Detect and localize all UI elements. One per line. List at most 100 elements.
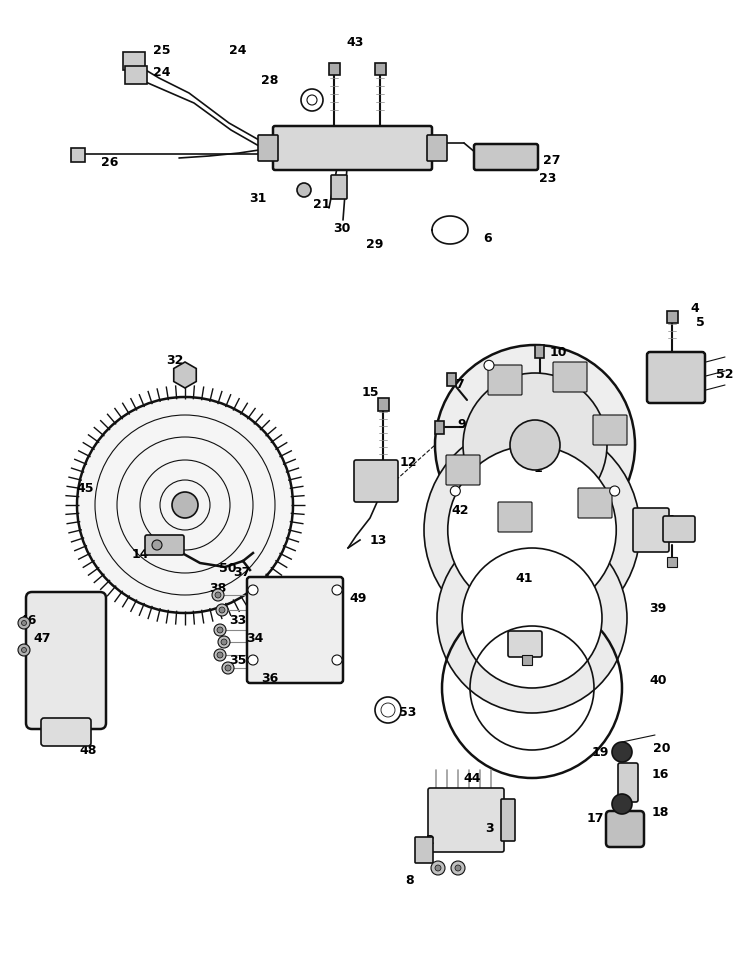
Text: 28: 28	[261, 73, 279, 87]
Circle shape	[18, 617, 30, 629]
Text: 42: 42	[452, 503, 469, 517]
FancyBboxPatch shape	[498, 502, 532, 532]
FancyBboxPatch shape	[508, 631, 542, 657]
FancyBboxPatch shape	[446, 455, 480, 485]
Text: 3: 3	[486, 822, 494, 835]
Bar	[667, 557, 677, 567]
Text: 10: 10	[549, 345, 567, 359]
Text: 13: 13	[369, 533, 387, 547]
Text: 37: 37	[233, 566, 250, 578]
FancyBboxPatch shape	[647, 352, 705, 403]
Bar	[123, 52, 145, 70]
Circle shape	[218, 636, 230, 648]
Bar	[667, 311, 678, 323]
Circle shape	[431, 861, 445, 875]
Text: 6: 6	[484, 231, 492, 245]
FancyBboxPatch shape	[474, 144, 538, 170]
Text: 52: 52	[716, 369, 734, 381]
Text: 50: 50	[219, 562, 237, 574]
Circle shape	[332, 585, 342, 595]
FancyBboxPatch shape	[41, 718, 91, 746]
Text: 48: 48	[80, 744, 97, 757]
Circle shape	[221, 639, 227, 645]
Text: 40: 40	[650, 674, 667, 686]
Circle shape	[248, 585, 258, 595]
Text: 45: 45	[76, 482, 94, 494]
FancyBboxPatch shape	[606, 811, 644, 847]
FancyBboxPatch shape	[633, 508, 669, 552]
Circle shape	[212, 589, 224, 601]
Bar	[535, 345, 544, 358]
Circle shape	[424, 422, 640, 638]
FancyBboxPatch shape	[415, 837, 433, 863]
Text: 7: 7	[647, 538, 656, 552]
Circle shape	[448, 446, 616, 614]
FancyBboxPatch shape	[26, 592, 106, 729]
Circle shape	[435, 345, 635, 545]
Circle shape	[297, 183, 311, 197]
Text: 44: 44	[464, 771, 481, 785]
FancyBboxPatch shape	[258, 135, 278, 161]
Circle shape	[216, 604, 228, 616]
FancyBboxPatch shape	[428, 788, 504, 852]
Bar	[435, 421, 444, 434]
Text: 4: 4	[691, 301, 699, 315]
Text: 21: 21	[314, 199, 331, 212]
Text: 18: 18	[651, 805, 669, 818]
Text: 2: 2	[426, 834, 434, 846]
Circle shape	[248, 655, 258, 665]
FancyBboxPatch shape	[663, 516, 695, 542]
FancyBboxPatch shape	[273, 126, 432, 170]
FancyBboxPatch shape	[578, 488, 612, 518]
Text: 1: 1	[534, 461, 542, 475]
FancyBboxPatch shape	[145, 535, 184, 555]
Circle shape	[214, 649, 226, 661]
Circle shape	[435, 865, 441, 871]
Bar	[378, 398, 389, 411]
FancyBboxPatch shape	[593, 415, 627, 445]
Text: 38: 38	[209, 581, 226, 595]
Bar	[522, 655, 532, 665]
Circle shape	[172, 492, 198, 518]
Text: 41: 41	[515, 571, 532, 584]
Text: 20: 20	[653, 742, 670, 755]
Circle shape	[152, 540, 162, 550]
Circle shape	[510, 420, 560, 470]
Text: 26: 26	[101, 155, 118, 169]
Circle shape	[22, 620, 26, 626]
Circle shape	[612, 742, 632, 762]
Text: 8: 8	[406, 874, 414, 886]
Text: 49: 49	[350, 592, 367, 604]
Circle shape	[215, 592, 221, 598]
Text: 22: 22	[482, 141, 499, 154]
Bar	[375, 63, 386, 75]
Circle shape	[18, 644, 30, 656]
Text: 24: 24	[153, 65, 171, 79]
Circle shape	[437, 523, 627, 713]
FancyBboxPatch shape	[488, 365, 522, 395]
Text: 36: 36	[261, 672, 279, 684]
FancyBboxPatch shape	[247, 577, 343, 683]
Bar	[329, 63, 340, 75]
FancyBboxPatch shape	[501, 799, 515, 841]
FancyBboxPatch shape	[553, 362, 587, 392]
Text: 33: 33	[230, 613, 247, 627]
Text: 27: 27	[543, 153, 561, 167]
Text: 9: 9	[458, 418, 466, 432]
Text: 31: 31	[249, 191, 267, 205]
Text: 17: 17	[586, 811, 604, 825]
Circle shape	[612, 794, 632, 814]
Text: 43: 43	[346, 35, 364, 49]
FancyBboxPatch shape	[618, 763, 638, 802]
Bar	[447, 373, 456, 386]
FancyBboxPatch shape	[354, 460, 398, 502]
Circle shape	[332, 655, 342, 665]
Text: 12: 12	[399, 455, 417, 469]
Circle shape	[225, 665, 231, 671]
Text: 23: 23	[539, 172, 556, 184]
Text: 39: 39	[650, 602, 667, 614]
Circle shape	[450, 486, 460, 496]
Circle shape	[22, 647, 26, 652]
Circle shape	[217, 652, 223, 658]
Text: 25: 25	[153, 44, 171, 57]
